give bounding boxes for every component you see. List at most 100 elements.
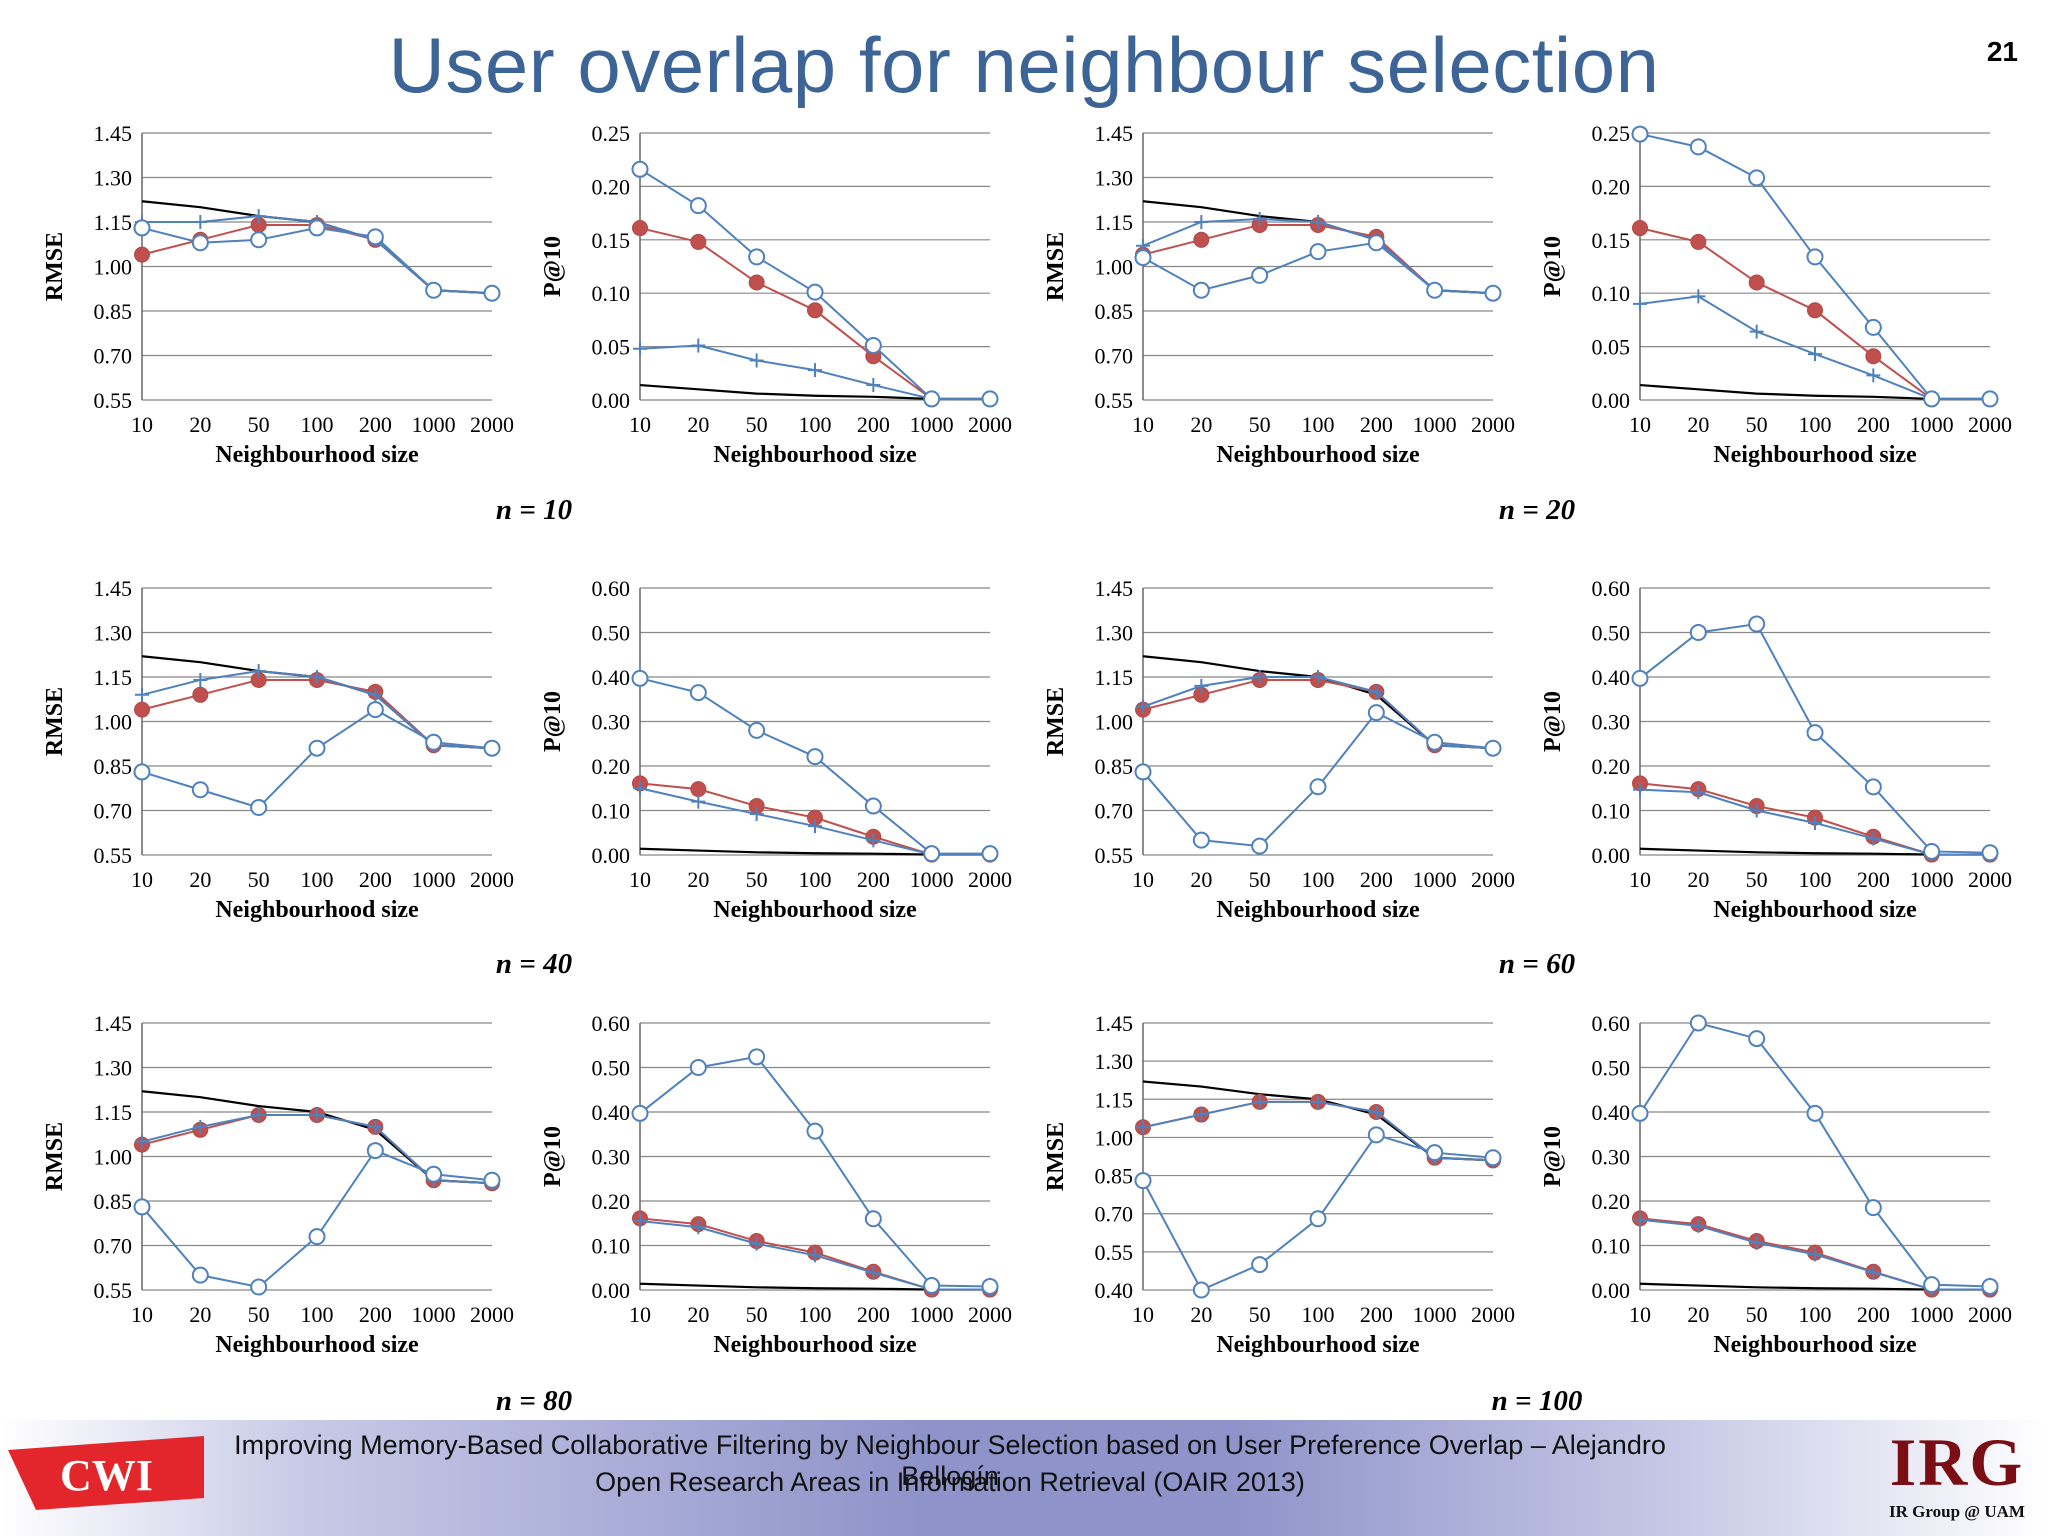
x-axis-title: Neighbourhood size (1216, 442, 1420, 468)
y-axis-title: RMSE (1043, 232, 1069, 301)
x-tick-label: 10 (1629, 867, 1651, 892)
data-point (923, 845, 941, 863)
y-tick-label: 0.25 (592, 121, 631, 146)
data-point (806, 283, 824, 301)
x-tick-label: 20 (189, 412, 211, 437)
data-point (133, 763, 151, 781)
y-tick-label: 1.45 (1095, 121, 1134, 146)
y-tick-label: 1.45 (94, 1011, 133, 1036)
x-tick-label: 20 (189, 1302, 211, 1327)
x-tick-label: 20 (1687, 867, 1709, 892)
data-point (1633, 782, 1647, 797)
data-point (251, 664, 266, 679)
data-point (1691, 1218, 1706, 1233)
group-label-n80: n = 80 (495, 1385, 573, 1417)
data-point (1748, 169, 1766, 187)
data-point (690, 781, 707, 798)
y-tick-label: 0.60 (592, 1011, 631, 1036)
data-point (1426, 733, 1444, 751)
y-tick-label: 0.40 (1592, 665, 1631, 690)
x-tick-label: 50 (746, 867, 768, 892)
data-point (806, 1122, 824, 1140)
x-tick-label: 100 (1799, 1302, 1832, 1327)
data-point (1484, 1149, 1502, 1167)
data-point (308, 219, 326, 237)
data-point (1252, 1094, 1267, 1109)
data-point (425, 733, 443, 751)
data-point (366, 701, 384, 719)
x-tick-label: 1000 (1413, 412, 1457, 437)
data-point (1252, 212, 1267, 227)
y-tick-label: 0.00 (592, 388, 631, 413)
y-tick-label: 0.70 (1095, 1202, 1134, 1227)
y-tick-label: 0.15 (1592, 228, 1631, 253)
irg-logo-text: IRG (1889, 1424, 2025, 1500)
x-tick-label: 2000 (968, 1302, 1012, 1327)
x-tick-label: 10 (629, 867, 651, 892)
y-tick-label: 0.05 (1592, 335, 1631, 360)
y-tick-label: 0.85 (94, 1189, 133, 1214)
y-tick-label: 1.45 (1095, 576, 1134, 601)
data-point (1689, 138, 1707, 156)
y-tick-label: 0.85 (1095, 1164, 1134, 1189)
data-point (1192, 831, 1210, 849)
data-point (748, 248, 766, 266)
y-tick-label: 0.60 (1592, 1011, 1631, 1036)
group-label-n20: n = 20 (1498, 494, 1576, 526)
y-tick-label: 0.30 (592, 710, 631, 735)
y-tick-label: 1.15 (1095, 1087, 1134, 1112)
chart-12: 0.00 0.10 0.20 0.30 0.40 0.50 0.60 10 20 50 100 200… (1540, 1011, 2012, 1358)
x-tick-label: 10 (629, 1302, 651, 1327)
y-tick-label: 0.30 (592, 1145, 631, 1170)
y-tick-label: 1.00 (1095, 255, 1134, 280)
x-tick-label: 1000 (412, 1302, 456, 1327)
data-point (366, 228, 384, 246)
x-tick-label: 20 (687, 867, 709, 892)
y-tick-label: 0.00 (592, 1278, 631, 1303)
y-tick-label: 0.55 (1095, 843, 1134, 868)
series-blue-open-circle (133, 701, 501, 817)
x-tick-label: 100 (1302, 1302, 1335, 1327)
x-tick-label: 200 (857, 867, 890, 892)
x-axis-title: Neighbourhood size (1216, 897, 1420, 923)
data-point (748, 1048, 766, 1066)
data-point (308, 1228, 326, 1246)
series-red-filled-circle (632, 220, 998, 407)
x-tick-label: 100 (799, 1302, 832, 1327)
x-tick-label: 200 (1360, 412, 1393, 437)
chart-2: 0.00 0.05 0.10 0.15 0.20 0.25 10 20 50 100 200 1000… (540, 121, 1012, 468)
data-point (1367, 1126, 1385, 1144)
data-point (1806, 1104, 1824, 1122)
data-point (1864, 318, 1882, 336)
data-point (808, 363, 822, 378)
y-axis-title: P@10 (540, 1126, 566, 1187)
y-tick-label: 0.00 (1592, 843, 1631, 868)
series-blue-open-circle (1134, 704, 1502, 855)
data-point (1484, 284, 1502, 302)
data-point (1369, 1105, 1384, 1119)
data-point (1808, 347, 1822, 362)
y-tick-label: 0.55 (94, 843, 133, 868)
data-point (1749, 803, 1764, 818)
x-tick-label: 10 (1132, 867, 1154, 892)
x-axis-title: Neighbourhood size (713, 897, 917, 923)
y-tick-label: 0.50 (1592, 621, 1631, 646)
data-point (866, 1265, 881, 1280)
series-blue-plus (1633, 1212, 1997, 1297)
data-point (191, 1266, 209, 1284)
chart-7: 0.55 0.70 0.85 1.00 1.15 1.30 1.45 10 20 50 100 200… (1043, 576, 1515, 923)
data-point (923, 1277, 941, 1295)
y-axis-title: RMSE (42, 1122, 68, 1191)
data-point (1426, 1144, 1444, 1162)
series-blue-open-circle (1631, 615, 1999, 862)
data-point (1633, 296, 1647, 311)
series-blue-open-circle (1631, 125, 1999, 408)
data-point (1311, 1094, 1325, 1109)
data-point (1194, 1107, 1209, 1122)
data-point (749, 1236, 764, 1251)
y-tick-label: 0.00 (592, 843, 631, 868)
x-tick-label: 2000 (1471, 1302, 1515, 1327)
chart-3: 0.55 0.70 0.85 1.00 1.15 1.30 1.45 10 20 50 100 200… (1043, 121, 1515, 468)
data-point (1192, 281, 1210, 299)
y-tick-label: 1.15 (94, 665, 133, 690)
